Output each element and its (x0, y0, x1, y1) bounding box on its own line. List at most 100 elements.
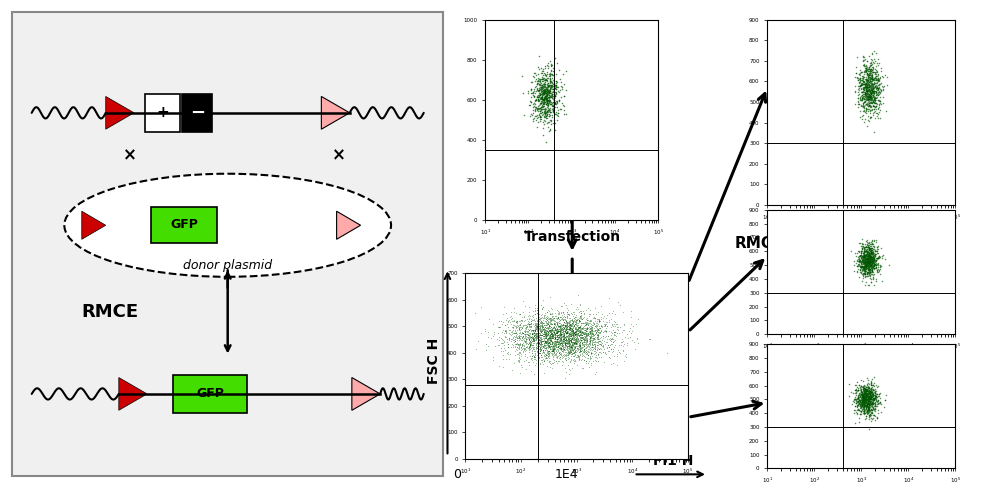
Point (863, 256, 879, 264)
Point (545, 331, 561, 339)
Point (535, 89, 550, 97)
Point (579, 337, 595, 345)
Point (557, 316, 573, 324)
Point (540, 342, 555, 350)
Point (587, 344, 603, 352)
Point (544, 329, 560, 337)
Point (515, 329, 531, 337)
Point (855, 264, 871, 272)
Point (501, 340, 517, 348)
Point (862, 246, 878, 254)
Point (862, 250, 878, 258)
Point (552, 325, 568, 333)
Point (564, 343, 580, 350)
Point (536, 341, 551, 349)
Point (854, 262, 870, 269)
Point (500, 323, 516, 331)
Point (853, 243, 869, 250)
Point (615, 339, 631, 346)
Point (607, 328, 623, 336)
Point (601, 327, 617, 335)
Point (574, 333, 590, 341)
Point (550, 339, 566, 347)
Point (857, 261, 873, 268)
Point (524, 352, 540, 360)
Point (527, 329, 543, 337)
Point (554, 302, 570, 310)
Point (869, 245, 885, 253)
Point (860, 248, 876, 256)
Point (857, 263, 873, 271)
Point (511, 324, 527, 331)
Point (551, 349, 567, 357)
Point (868, 264, 884, 271)
Point (522, 340, 538, 347)
Point (550, 327, 566, 335)
Point (631, 339, 646, 346)
Point (536, 89, 551, 97)
Point (529, 104, 545, 112)
Point (861, 403, 877, 410)
Point (868, 392, 884, 400)
Point (562, 325, 578, 333)
Point (571, 348, 587, 356)
Point (525, 336, 541, 344)
Point (854, 91, 870, 99)
Point (859, 93, 875, 101)
Point (866, 391, 882, 399)
Point (849, 254, 865, 262)
Point (539, 100, 554, 107)
Point (541, 320, 556, 328)
Point (547, 334, 563, 342)
Point (564, 347, 580, 355)
Point (547, 351, 563, 359)
Point (863, 114, 879, 122)
Point (534, 84, 549, 92)
Point (574, 327, 590, 335)
Point (551, 330, 567, 338)
Point (543, 77, 558, 85)
Point (556, 336, 572, 344)
Point (856, 396, 872, 404)
Point (857, 267, 873, 275)
Point (850, 261, 866, 268)
Point (506, 338, 522, 346)
Point (871, 108, 887, 116)
Point (858, 392, 874, 400)
Point (856, 400, 872, 408)
Point (881, 262, 897, 269)
Point (860, 383, 876, 390)
Point (867, 97, 883, 104)
Point (862, 253, 878, 261)
Point (511, 321, 527, 329)
Point (855, 257, 871, 265)
Point (544, 347, 560, 355)
Point (557, 86, 573, 94)
Point (569, 303, 585, 311)
Point (855, 264, 871, 271)
Point (567, 339, 583, 346)
Point (860, 81, 876, 89)
Point (558, 336, 574, 344)
Point (859, 81, 875, 88)
Point (542, 340, 557, 348)
Point (867, 402, 883, 410)
Point (559, 306, 575, 314)
Point (540, 81, 555, 89)
Point (501, 343, 517, 351)
Point (861, 396, 877, 404)
Point (527, 310, 543, 318)
Point (865, 392, 881, 400)
Point (861, 393, 877, 401)
Point (544, 325, 560, 332)
Point (848, 252, 864, 260)
Point (591, 316, 607, 324)
Point (861, 92, 877, 100)
Point (506, 321, 522, 328)
Point (592, 324, 608, 332)
Point (535, 102, 550, 110)
Point (530, 104, 545, 112)
Point (862, 76, 878, 83)
Point (848, 399, 864, 407)
Point (534, 93, 549, 101)
